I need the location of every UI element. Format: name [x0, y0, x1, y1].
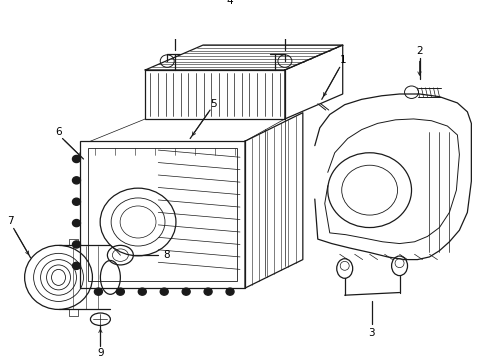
Text: 8: 8 — [163, 250, 169, 260]
Circle shape — [225, 288, 234, 295]
Circle shape — [160, 288, 168, 295]
Bar — [88, 148, 237, 281]
Circle shape — [72, 156, 81, 163]
Bar — [145, 70, 285, 119]
Circle shape — [182, 288, 190, 295]
Text: 9: 9 — [97, 348, 103, 358]
Bar — [68, 239, 78, 246]
Circle shape — [116, 288, 124, 295]
Circle shape — [94, 288, 102, 295]
Circle shape — [72, 241, 81, 248]
Text: 6: 6 — [55, 127, 61, 137]
Bar — [81, 141, 244, 288]
Circle shape — [72, 220, 81, 227]
Text: 4: 4 — [226, 0, 233, 5]
Text: 2: 2 — [415, 46, 422, 56]
Text: 5: 5 — [209, 99, 216, 109]
Circle shape — [72, 262, 81, 269]
Circle shape — [138, 288, 146, 295]
Circle shape — [72, 177, 81, 184]
Bar — [68, 310, 78, 316]
Text: 3: 3 — [367, 328, 374, 338]
Circle shape — [72, 198, 81, 205]
Circle shape — [203, 288, 212, 295]
Text: 7: 7 — [7, 216, 14, 226]
Text: 1: 1 — [339, 55, 346, 65]
